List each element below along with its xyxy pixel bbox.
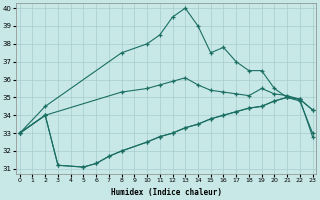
- X-axis label: Humidex (Indice chaleur): Humidex (Indice chaleur): [111, 188, 222, 197]
